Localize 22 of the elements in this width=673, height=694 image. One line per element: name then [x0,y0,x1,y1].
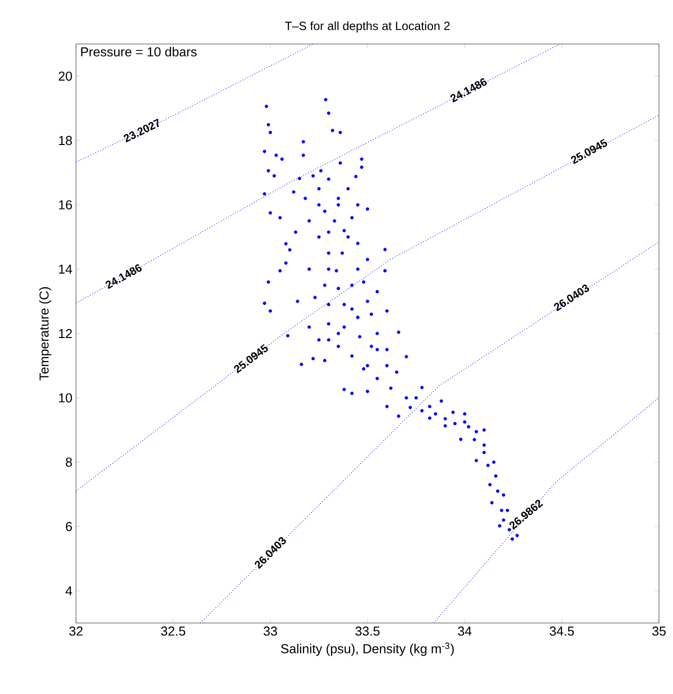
y-tick-label: 14 [59,264,72,274]
x-tick-label: 34.5 [550,626,574,636]
y-tick-label: 20 [58,72,72,81]
y-tick-label: 8 [66,458,72,467]
x-tick-label: 35 [652,626,666,636]
line-series [200,241,660,623]
x-tick-label: 33 [264,626,277,636]
x-tick-label: 34 [458,626,472,636]
x-tick-label: 32.5 [161,626,186,636]
y-tick-label: 4 [66,586,72,596]
y-tick-label: 16 [59,200,72,210]
annotation: Pressure = 10 dbars [81,46,197,56]
x-tick-label: 33.5 [355,626,380,636]
y-tick-label: 6 [66,522,72,532]
x-axis-title: Salinity (psu), Density (kg m$^{-3}$) [281,642,454,656]
x-tick-label: 32 [69,626,83,636]
y-tick-label: 12 [59,328,72,338]
line-series [76,114,660,492]
y-axis-title: Temperature (C) [39,287,52,380]
y-tick-label: 10 [59,393,72,402]
chart-title: T–S for all depths at Location 2 [285,21,450,32]
y-tick-label: 18 [59,136,72,146]
